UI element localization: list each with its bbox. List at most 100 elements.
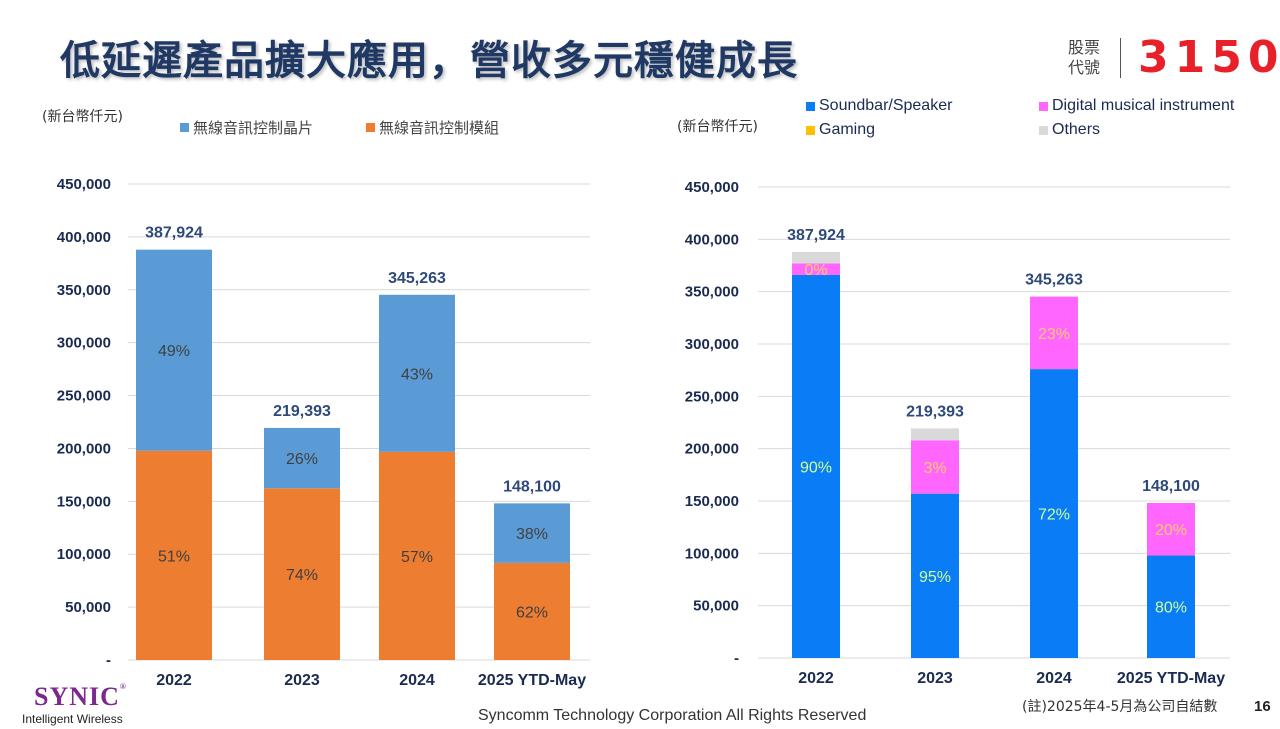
bar-total-label: 387,924 [787,227,845,244]
footnote: (註)2025年4-5月為公司自結數 [1022,699,1218,715]
bar-segment [264,488,340,660]
bar-segment [792,274,840,658]
y-tick-label: 200,000 [685,441,739,458]
company-logo: SYNIC® [34,682,127,712]
footer-copyright: Syncomm Technology Corporation All Right… [478,707,867,724]
legend-swatch-dmi [1039,101,1048,111]
bar-segment [136,249,212,451]
bar-segment [136,450,212,660]
bar-total-label: 387,924 [145,225,203,242]
y-tick-label: 150,000 [685,493,739,510]
bar-total-label: 219,393 [273,403,331,420]
right-chart-unit-label: (新台幣仟元) [677,119,758,135]
x-category-label: 2024 [1036,670,1072,687]
y-tick-label: 200,000 [57,440,111,457]
bar-total-label: 219,393 [906,403,964,420]
stock-divider [1120,38,1121,78]
bar-segment [379,451,455,660]
segment-percent-label: 0% [804,262,827,279]
y-tick-label: 50,000 [693,598,739,615]
y-tick-label: 450,000 [57,176,111,193]
bar-segment [494,503,570,563]
bar-segment [1030,369,1078,658]
y-tick-label: 100,000 [57,546,111,563]
segment-percent-label: 57% [401,549,433,566]
legend-swatch-soundbar [806,101,815,111]
y-tick-label: 300,000 [57,335,111,352]
legend-label: Digital musical instrument [1052,97,1235,114]
bar-segment [264,427,340,489]
right-legend-item-others: Others [1039,121,1100,139]
y-tick-label: 100,000 [685,545,739,562]
y-tick-label: 150,000 [57,493,111,510]
segment-percent-label: 51% [158,548,190,565]
bar-segment [911,428,959,441]
y-tick-label: 400,000 [57,229,111,246]
x-category-label: 2025 YTD-May [1117,670,1225,687]
bar-segment [911,493,959,658]
logo-text: SYNIC [34,682,120,711]
stock-code: 3150 [1138,32,1280,83]
y-tick-label: 300,000 [685,336,739,353]
segment-percent-label: 95% [919,569,951,586]
y-tick-label: - [734,650,739,667]
y-tick-label: 350,000 [57,282,111,299]
x-category-label: 2022 [798,670,834,687]
y-tick-label: 50,000 [65,599,111,616]
x-category-label: 2024 [399,672,435,689]
legend-label: Soundbar/Speaker [819,97,953,114]
right-legend-item-gaming: Gaming [806,121,875,139]
legend-swatch-others [1039,125,1048,135]
segment-percent-label: 23% [1038,326,1070,343]
bar-segment [494,562,570,660]
segment-percent-label: 90% [800,459,832,476]
segment-percent-label: 62% [516,604,548,621]
y-tick-label: - [106,652,111,669]
legend-swatch-gaming [806,125,815,135]
segment-percent-label: 20% [1155,522,1187,539]
logo-subtitle: Intelligent Wireless [22,712,123,726]
left-chart-unit-label: (新台幣仟元) [42,109,123,125]
bar-segment [911,440,959,494]
y-tick-label: 250,000 [685,388,739,405]
bar-segment [792,251,840,264]
x-category-label: 2022 [156,672,192,689]
segment-percent-label: 80% [1155,600,1187,617]
x-category-label: 2023 [917,670,953,687]
legend-label: Others [1052,121,1101,138]
right-legend-item-dmi: Digital musical instrument [1039,97,1234,115]
segment-percent-label: 38% [516,526,548,543]
bar-segment [1030,296,1078,370]
bar-segment [792,263,840,275]
registered-mark-icon: ® [119,682,127,691]
bar-total-label: 345,263 [388,270,446,287]
y-tick-label: 350,000 [685,284,739,301]
bar-segment [379,294,455,452]
stock-label-line2: 代號 [1068,58,1101,77]
segment-percent-label: 26% [286,451,318,468]
segment-percent-label: 43% [401,366,433,383]
segment-percent-label: 74% [286,567,318,584]
bar-total-label: 345,263 [1025,272,1083,289]
x-category-label: 2023 [284,672,320,689]
segment-percent-label: 72% [1038,507,1070,524]
stock-label-line1: 股票 [1068,38,1101,57]
bar-total-label: 148,100 [503,478,561,495]
y-tick-label: 450,000 [685,179,739,196]
page-number: 16 [1254,698,1271,715]
y-tick-label: 400,000 [685,231,739,248]
x-category-label: 2025 YTD-May [478,672,586,689]
segment-percent-label: 3% [923,460,946,477]
y-tick-label: 250,000 [57,388,111,405]
bar-segment [1147,555,1195,658]
stock-label: 股票 代號 [1068,38,1114,78]
legend-swatch-chip [180,123,189,132]
legend-label: 無線音訊控制模組 [379,119,500,137]
legend-label: Gaming [819,121,876,138]
slide-title: 低延遲產品擴大應用，營收多元穩健成長 [60,38,798,84]
segment-percent-label: 49% [158,343,190,360]
right-legend-item-soundbar: Soundbar/Speaker [806,97,952,115]
left-legend-item-module: 無線音訊控制模組 [366,117,499,138]
legend-label: 無線音訊控制晶片 [193,119,314,137]
